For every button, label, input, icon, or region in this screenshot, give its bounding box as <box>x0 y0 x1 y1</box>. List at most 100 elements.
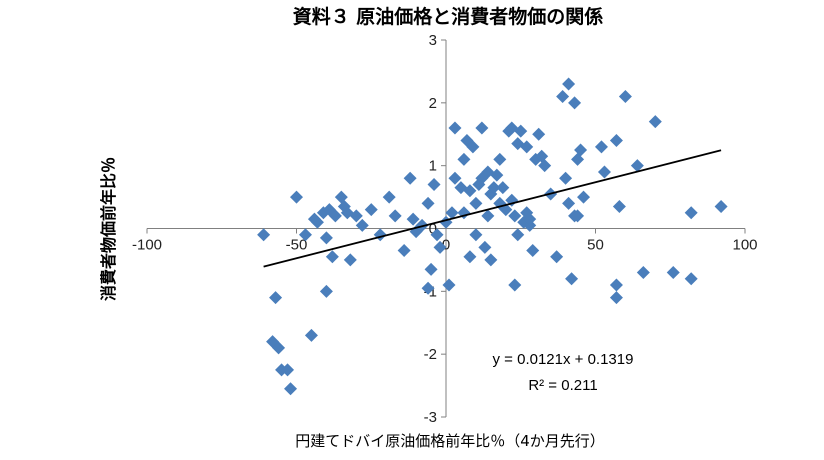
data-point <box>319 284 333 298</box>
data-point <box>714 200 728 214</box>
data-point <box>349 209 363 223</box>
data-point <box>373 228 387 242</box>
data-point <box>421 196 435 210</box>
data-point <box>571 209 585 223</box>
y-tick-label: 2 <box>429 95 437 112</box>
data-point <box>609 134 623 148</box>
y-tick-label: -2 <box>424 346 437 363</box>
data-point <box>562 77 576 91</box>
data-point <box>556 90 570 104</box>
data-point <box>526 243 540 257</box>
data-point <box>478 240 492 254</box>
data-point <box>442 278 456 292</box>
data-point <box>508 278 522 292</box>
data-point <box>388 209 402 223</box>
data-point <box>493 152 507 166</box>
data-point <box>490 168 504 182</box>
y-tick-label: -3 <box>424 409 437 426</box>
data-point <box>269 291 283 305</box>
data-point <box>343 253 357 267</box>
data-point <box>648 115 662 129</box>
data-point <box>559 171 573 185</box>
data-point <box>469 228 483 242</box>
trendline <box>263 149 722 268</box>
y-axis-label: 消費者物価前年比％ <box>99 157 118 301</box>
data-point <box>594 140 608 154</box>
data-point <box>281 363 295 377</box>
data-point <box>484 253 498 267</box>
data-point <box>481 209 495 223</box>
data-point <box>257 228 271 242</box>
data-point <box>290 190 303 204</box>
x-tick-label: -50 <box>286 237 308 254</box>
x-tick-label: -100 <box>132 237 162 254</box>
x-axis-label: 円建てドバイ原油価格前年比％（4か月先行） <box>295 432 605 450</box>
data-point <box>430 228 444 242</box>
data-point <box>565 272 579 286</box>
data-point <box>328 209 342 223</box>
data-point <box>538 159 552 173</box>
trendline-equation: y = 0.0121x + 0.1319 <box>493 351 634 368</box>
data-point <box>284 382 298 396</box>
data-point <box>609 278 623 292</box>
data-point <box>463 184 477 198</box>
data-point <box>514 124 528 138</box>
chart-title: 資料３ 原油価格と消費者物価の関係 <box>293 5 604 28</box>
data-point <box>568 96 582 110</box>
data-point <box>609 291 623 305</box>
data-point <box>618 90 632 104</box>
data-points <box>257 77 728 396</box>
data-point <box>562 196 576 210</box>
data-point <box>520 140 534 154</box>
data-point <box>382 190 396 204</box>
data-point <box>424 262 438 276</box>
data-point <box>466 140 480 154</box>
data-point <box>364 203 378 217</box>
data-point <box>508 209 522 223</box>
trendline-group <box>263 149 722 268</box>
data-point <box>684 272 698 286</box>
r-squared-label: R² = 0.211 <box>528 377 597 394</box>
data-point <box>475 121 489 135</box>
data-point <box>612 200 626 214</box>
data-point <box>421 281 435 295</box>
y-tick-label: 0 <box>429 221 437 238</box>
data-point <box>310 215 324 229</box>
data-point <box>406 212 420 226</box>
data-point <box>636 265 650 279</box>
data-point <box>684 206 698 220</box>
data-point <box>666 265 680 279</box>
data-point <box>445 206 459 220</box>
data-point <box>523 212 537 226</box>
data-point <box>433 240 447 254</box>
data-point <box>574 143 588 157</box>
data-point <box>487 181 501 195</box>
data-point <box>448 121 462 135</box>
data-point <box>630 159 644 173</box>
data-point <box>532 127 546 141</box>
y-tick-label: 1 <box>429 158 437 175</box>
data-point <box>457 152 471 166</box>
data-point <box>427 178 441 192</box>
data-point <box>298 228 312 242</box>
data-point <box>325 250 339 264</box>
y-tick-label: 3 <box>429 32 437 49</box>
data-point <box>550 250 564 264</box>
data-point <box>597 165 611 179</box>
x-tick-label: 0 <box>442 237 450 254</box>
data-point <box>511 228 525 242</box>
data-point <box>397 243 411 257</box>
data-point <box>577 190 591 204</box>
data-point <box>304 328 318 342</box>
data-point <box>355 218 369 232</box>
data-point <box>272 341 286 355</box>
x-tick-label: 100 <box>732 237 757 254</box>
data-point <box>319 231 333 245</box>
data-point <box>448 171 462 185</box>
data-point <box>469 196 483 210</box>
x-tick-label: 50 <box>587 237 604 254</box>
data-point <box>463 250 477 264</box>
data-point <box>415 218 429 232</box>
